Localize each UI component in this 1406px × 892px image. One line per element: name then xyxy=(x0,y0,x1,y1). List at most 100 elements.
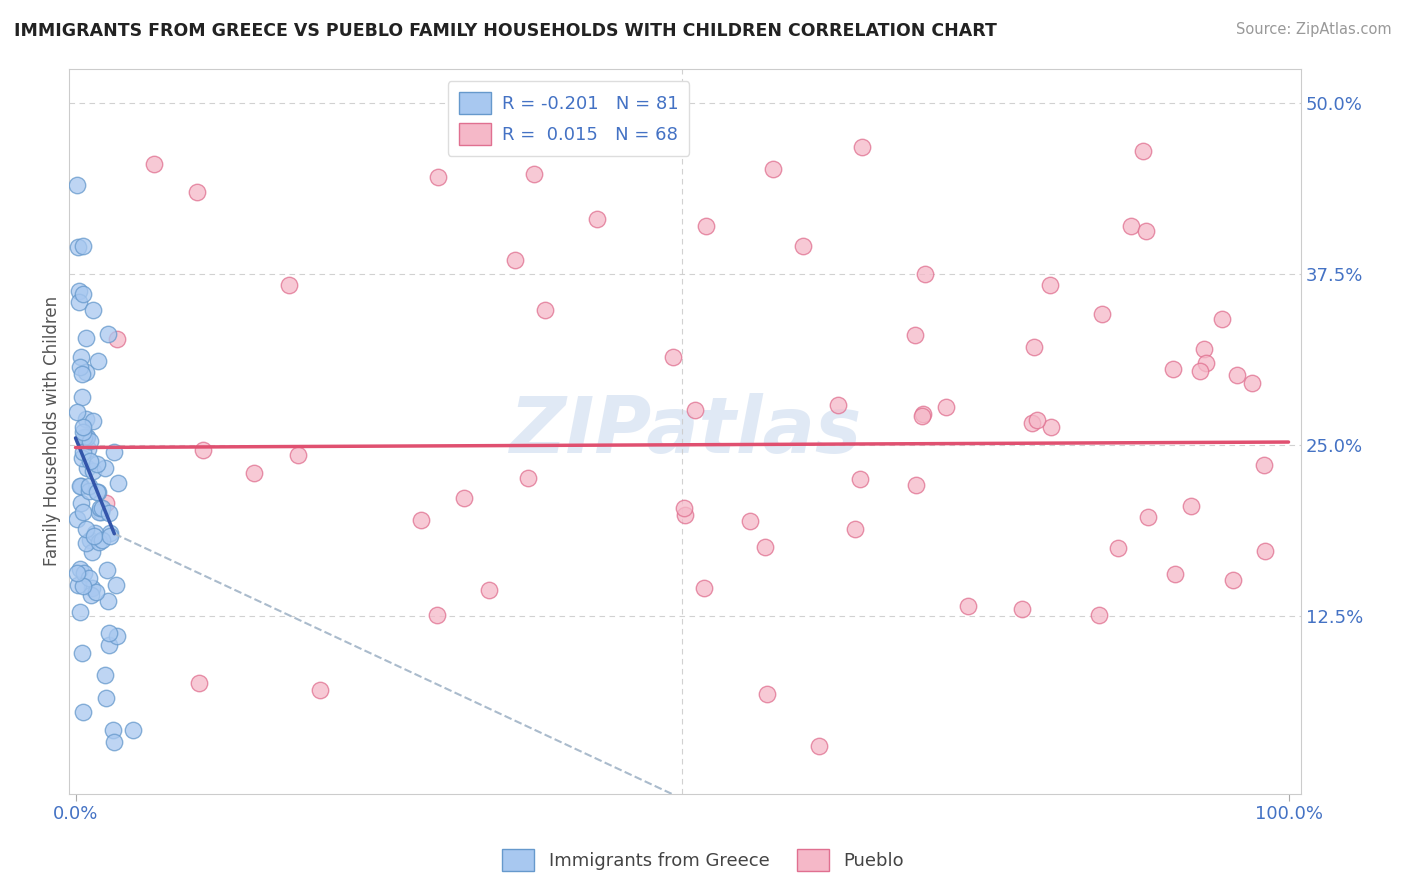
Point xyxy=(478,583,501,598)
Point xyxy=(98,626,121,640)
Point xyxy=(1091,307,1114,321)
Point xyxy=(1011,602,1033,616)
Point xyxy=(69,605,91,619)
Point xyxy=(79,454,101,468)
Point xyxy=(792,239,814,253)
Point xyxy=(82,303,104,318)
Point xyxy=(1107,541,1129,555)
Point xyxy=(1189,364,1212,378)
Point xyxy=(75,365,97,379)
Point xyxy=(914,267,936,281)
Point xyxy=(82,544,104,558)
Point xyxy=(426,608,449,623)
Point xyxy=(1022,340,1045,354)
Point xyxy=(103,444,125,458)
Point xyxy=(1039,420,1062,434)
Text: IMMIGRANTS FROM GREECE VS PUEBLO FAMILY HOUSEHOLDS WITH CHILDREN CORRELATION CHA: IMMIGRANTS FROM GREECE VS PUEBLO FAMILY … xyxy=(14,22,997,40)
Point xyxy=(69,351,91,365)
Point xyxy=(693,581,716,595)
Point xyxy=(849,472,872,486)
Point xyxy=(685,402,707,417)
Point xyxy=(75,331,97,345)
Point xyxy=(1021,416,1043,430)
Point xyxy=(75,430,97,444)
Point xyxy=(1241,376,1264,391)
Point xyxy=(827,398,849,412)
Point xyxy=(1025,413,1047,427)
Point xyxy=(90,500,112,515)
Point xyxy=(72,450,94,465)
Point xyxy=(1226,368,1249,383)
Point xyxy=(101,723,124,737)
Legend: R = -0.201   N = 81, R =  0.015   N = 68: R = -0.201 N = 81, R = 0.015 N = 68 xyxy=(449,81,689,156)
Point xyxy=(69,478,91,492)
Point xyxy=(83,529,105,543)
Point xyxy=(738,514,761,528)
Point xyxy=(77,483,100,498)
Point xyxy=(453,491,475,505)
Point xyxy=(97,326,120,341)
Point xyxy=(66,512,89,526)
Point xyxy=(104,577,127,591)
Point xyxy=(66,405,89,419)
Point xyxy=(79,533,101,548)
Point xyxy=(66,178,89,192)
Point xyxy=(935,400,957,414)
Point xyxy=(672,501,695,516)
Point xyxy=(72,425,94,439)
Point xyxy=(69,479,91,493)
Point xyxy=(77,571,100,585)
Text: Source: ZipAtlas.com: Source: ZipAtlas.com xyxy=(1236,22,1392,37)
Point xyxy=(72,505,94,519)
Point xyxy=(96,593,118,607)
Point xyxy=(67,578,90,592)
Point xyxy=(1161,362,1184,376)
Point xyxy=(98,526,121,541)
Point xyxy=(72,705,94,719)
Point xyxy=(1222,574,1244,588)
Point xyxy=(411,513,433,527)
Point xyxy=(957,599,980,613)
Point xyxy=(905,477,928,491)
Point xyxy=(143,157,166,171)
Point xyxy=(1211,311,1233,326)
Point xyxy=(80,581,103,595)
Point xyxy=(1132,144,1154,158)
Point xyxy=(755,687,778,701)
Point xyxy=(66,240,89,254)
Point xyxy=(1135,224,1157,238)
Point xyxy=(911,408,934,422)
Point xyxy=(1192,342,1215,356)
Point xyxy=(76,429,98,443)
Point xyxy=(96,564,118,578)
Point xyxy=(98,506,121,520)
Point xyxy=(97,638,120,652)
Point xyxy=(84,584,107,599)
Point xyxy=(754,541,776,555)
Point xyxy=(186,185,208,199)
Point xyxy=(426,170,449,185)
Point xyxy=(1253,458,1275,473)
Point xyxy=(75,522,97,536)
Point xyxy=(72,419,94,434)
Point xyxy=(107,475,129,490)
Point xyxy=(94,668,117,682)
Point xyxy=(72,287,94,301)
Point xyxy=(80,588,103,602)
Point xyxy=(243,466,266,480)
Point xyxy=(673,508,696,522)
Point xyxy=(79,434,101,448)
Point xyxy=(807,739,830,753)
Point xyxy=(72,239,94,253)
Point xyxy=(82,414,104,428)
Point xyxy=(844,522,866,536)
Point xyxy=(76,461,98,475)
Point xyxy=(72,579,94,593)
Point xyxy=(851,139,873,153)
Point xyxy=(121,723,143,738)
Point xyxy=(69,359,91,374)
Point xyxy=(69,562,91,576)
Point xyxy=(84,526,107,541)
Legend: Immigrants from Greece, Pueblo: Immigrants from Greece, Pueblo xyxy=(495,842,911,879)
Point xyxy=(87,535,110,549)
